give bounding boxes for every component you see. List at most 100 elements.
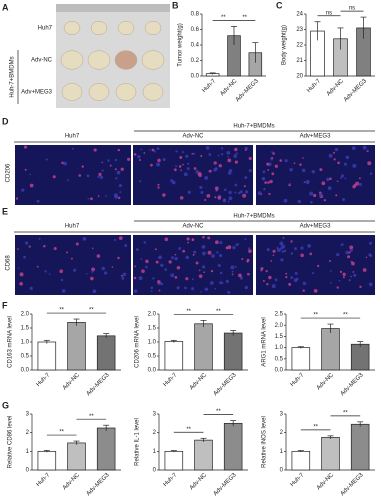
nucleus [115,177,118,180]
tumor [60,50,84,70]
nucleus [118,236,123,241]
error-bar [230,420,237,427]
y-tick-label: 21 [296,58,303,64]
condition-label: Adv-NC [182,134,204,140]
error-bar [200,320,207,328]
micrograph [133,145,253,205]
nucleus [244,238,247,241]
bar [194,323,213,371]
nucleus [85,272,88,275]
nucleus [204,198,207,201]
nucleus [101,169,104,172]
nucleus [162,193,166,197]
nucleus [244,285,249,290]
nucleus [214,287,217,290]
error-bar [327,435,334,439]
nucleus [38,237,41,240]
nucleus [127,157,131,161]
nucleus [358,177,361,180]
y-tick-label: 0.0 [275,368,284,374]
nucleus [133,276,137,280]
nucleus [347,255,351,259]
nucleus [340,243,344,247]
nucleus [157,186,160,189]
nucleus [17,248,19,250]
nucleus [365,256,368,259]
y-axis-label: Body weight(g) [282,25,288,65]
nucleus [353,273,357,277]
bar [164,450,184,471]
nucleus [150,163,153,167]
y-axis-label: ARG1 mRNA level [262,317,268,366]
nucleus [333,158,336,161]
nucleus [342,272,346,276]
nucleus [191,278,194,281]
nucleus [369,172,373,175]
tumor [63,20,81,36]
y-tick-label: 1 [26,449,30,455]
nucleus [261,177,266,181]
group-label: Huh-7+BMDMs [233,124,274,130]
bar [37,341,57,371]
nucleus [226,150,231,155]
nucleus [272,249,276,253]
nucleus [300,246,304,250]
nucleus [173,168,177,172]
y-tick-label: 0.5 [21,354,30,360]
nucleus [182,249,186,253]
nucleus [344,177,347,180]
panel-label: D [2,116,9,126]
nucleus [290,276,294,280]
nucleus [219,281,223,285]
tumor [142,83,164,101]
nucleus [198,269,201,272]
nucleus [67,179,70,182]
nucleus [309,252,313,256]
nucleus [191,152,194,155]
nucleus [265,270,268,273]
y-axis-label: Tumor weight(g) [178,23,184,66]
nucleus [192,253,195,256]
nucleus [174,275,178,279]
nucleus [81,165,84,168]
nucleus [82,237,87,241]
nucleus [138,276,143,281]
nucleus [180,169,182,172]
nucleus [293,278,298,283]
nucleus [279,159,283,162]
nucleus [321,181,326,186]
nucleus [185,255,189,260]
nucleus [352,271,355,273]
nucleus [171,180,176,185]
photo-ruler [56,4,170,12]
nucleus [227,171,232,175]
nucleus [78,174,82,177]
nucleus [25,241,28,244]
y-tick-label: 1.5 [21,326,30,332]
nucleus [227,290,231,294]
significance-label: ** [313,313,318,319]
bar [223,332,243,371]
nucleus [153,150,156,153]
nucleus [271,172,275,176]
micrograph [15,145,131,205]
micrograph [256,235,375,295]
error-bar [43,450,50,453]
nucleus [170,273,175,278]
nucleus [227,158,232,163]
error-bar [360,16,367,39]
nucleus [124,244,128,248]
nucleus [332,151,335,154]
nucleus [156,147,160,151]
nucleus [222,199,227,203]
y-axis-label: Relative IL-1 level [135,418,141,466]
nucleus [299,163,302,166]
nucleus [187,162,190,165]
nucleus [349,245,354,250]
nucleus [214,240,219,245]
row-label: Huh7 [38,26,53,32]
nucleus [219,271,223,275]
nucleus [266,162,270,166]
error-bar [209,72,216,75]
